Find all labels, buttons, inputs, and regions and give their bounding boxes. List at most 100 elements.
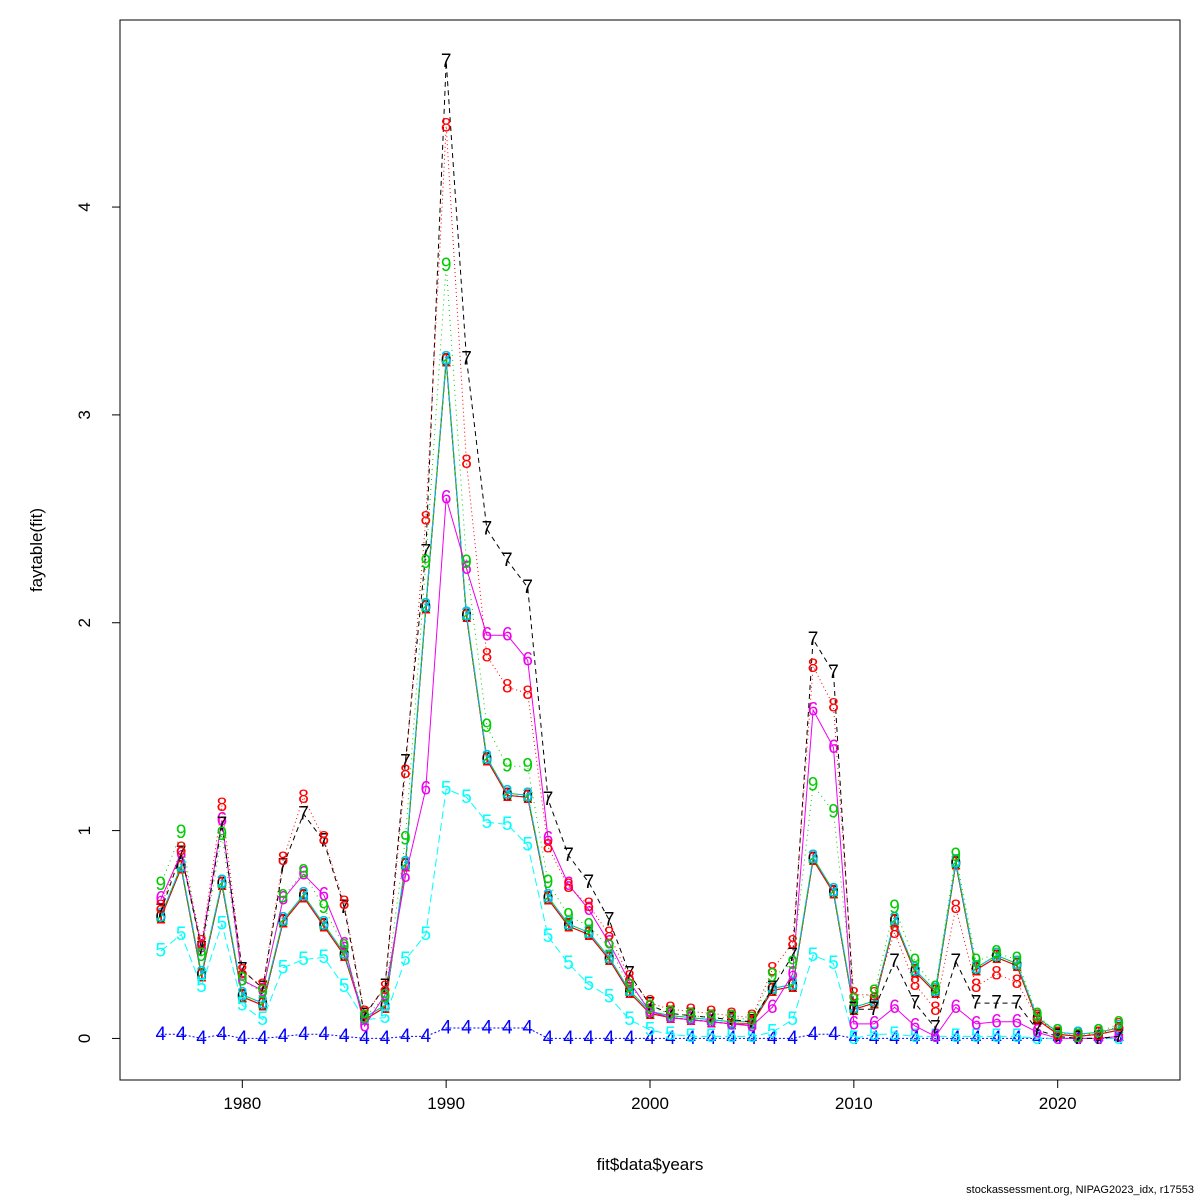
data-point-8: 8 [706, 1003, 717, 1024]
data-point-1: 1 [604, 949, 615, 970]
data-point-8: 8 [156, 897, 167, 918]
data-point-6: 6 [665, 1007, 676, 1028]
data-point-3: 3 [502, 783, 513, 804]
x-tick-label: 1980 [223, 1094, 261, 1113]
data-point-3: 3 [686, 1007, 697, 1028]
data-point-8: 8 [441, 116, 452, 137]
data-point-4: 4 [584, 1028, 595, 1049]
data-point-7: 7 [1012, 993, 1023, 1014]
data-point-5: 5 [889, 1024, 900, 1045]
data-point-9: 9 [971, 951, 982, 972]
data-point-1: 1 [1093, 1024, 1104, 1045]
data-point-8: 8 [849, 984, 860, 1005]
data-point-7: 7 [543, 789, 554, 810]
data-point-6: 6 [1012, 1011, 1023, 1032]
data-point-8: 8 [380, 978, 391, 999]
data-point-5: 5 [665, 1024, 676, 1045]
data-point-6: 6 [930, 1026, 941, 1047]
data-point-8: 8 [543, 837, 554, 858]
data-point-1: 1 [624, 982, 635, 1003]
data-point-6: 6 [217, 810, 228, 831]
data-point-8: 8 [1012, 972, 1023, 993]
data-point-8: 8 [808, 656, 819, 677]
data-point-5: 5 [584, 974, 595, 995]
data-point-5: 5 [563, 953, 574, 974]
data-point-8: 8 [645, 993, 656, 1014]
data-point-5: 5 [217, 914, 228, 935]
data-point-9: 9 [502, 756, 513, 777]
data-point-8: 8 [1073, 1026, 1084, 1047]
data-point-6: 6 [869, 1013, 880, 1034]
data-point-5: 5 [319, 947, 330, 968]
data-point-6: 6 [828, 737, 839, 758]
data-point-3: 3 [441, 348, 452, 369]
data-point-7: 7 [1073, 1028, 1084, 1049]
data-point-6: 6 [502, 625, 513, 646]
data-point-8: 8 [319, 828, 330, 849]
data-point-3: 3 [1093, 1022, 1104, 1043]
data-point-9: 9 [787, 953, 798, 974]
data-point-4: 4 [217, 1024, 228, 1045]
data-point-7: 7 [645, 995, 656, 1016]
data-point-3: 3 [604, 947, 615, 968]
data-point-1: 1 [787, 976, 798, 997]
data-point-7: 7 [686, 1005, 697, 1026]
data-point-4: 4 [747, 1028, 758, 1049]
data-point-6: 6 [767, 997, 778, 1018]
data-point-4: 4 [257, 1028, 268, 1049]
data-point-8: 8 [604, 924, 615, 945]
data-point-8: 8 [278, 849, 289, 870]
data-point-8: 8 [991, 964, 1002, 985]
data-point-3: 3 [257, 993, 268, 1014]
data-point-8: 8 [400, 762, 411, 783]
data-point-4: 4 [604, 1028, 615, 1049]
data-point-4: 4 [1114, 1028, 1125, 1049]
data-point-8: 8 [910, 974, 921, 995]
data-point-9: 9 [380, 986, 391, 1007]
data-point-7: 7 [726, 1009, 737, 1030]
data-point-5: 5 [257, 1009, 268, 1030]
data-point-8: 8 [237, 961, 248, 982]
data-point-7: 7 [176, 843, 187, 864]
data-point-8: 8 [665, 999, 676, 1020]
data-point-8: 8 [747, 1007, 758, 1028]
y-tick-label: 1 [75, 826, 94, 835]
data-point-8: 8 [482, 646, 493, 667]
data-point-8: 8 [930, 999, 941, 1020]
data-point-1: 1 [482, 749, 493, 770]
data-point-8: 8 [584, 895, 595, 916]
data-point-1: 1 [584, 924, 595, 945]
data-point-8: 8 [1052, 1024, 1063, 1045]
data-point-3: 3 [196, 964, 207, 985]
data-point-4: 4 [849, 1028, 860, 1049]
data-point-9: 9 [869, 982, 880, 1003]
data-point-9: 9 [1032, 1005, 1043, 1026]
data-point-9: 9 [441, 255, 452, 276]
data-point-9: 9 [1052, 1022, 1063, 1043]
data-point-7: 7 [278, 855, 289, 876]
data-point-8: 8 [502, 677, 513, 698]
data-point-3: 3 [889, 910, 900, 931]
data-point-7: 7 [951, 951, 962, 972]
data-point-2: 2 [930, 980, 941, 1001]
data-point-9: 9 [522, 756, 533, 777]
x-axis: 1980 1990 2000 2010 2020 [223, 1080, 1077, 1113]
data-point-7: 7 [910, 993, 921, 1014]
data-point-4: 4 [645, 1028, 656, 1049]
data-point-5: 5 [624, 1009, 635, 1030]
data-point-7: 7 [849, 999, 860, 1020]
footer-credit: stockassessment.org, NIPAG2023_idx, r175… [966, 1184, 1194, 1196]
data-point-6: 6 [889, 997, 900, 1018]
data-point-1: 1 [645, 1003, 656, 1024]
data-point-7: 7 [747, 1011, 758, 1032]
data-point-6: 6 [482, 625, 493, 646]
data-point-3: 3 [951, 851, 962, 872]
data-point-5: 5 [1114, 1028, 1125, 1049]
data-point-3: 3 [543, 887, 554, 908]
data-point-4: 4 [156, 1024, 167, 1045]
data-point-6: 6 [441, 488, 452, 509]
data-point-9: 9 [563, 905, 574, 926]
